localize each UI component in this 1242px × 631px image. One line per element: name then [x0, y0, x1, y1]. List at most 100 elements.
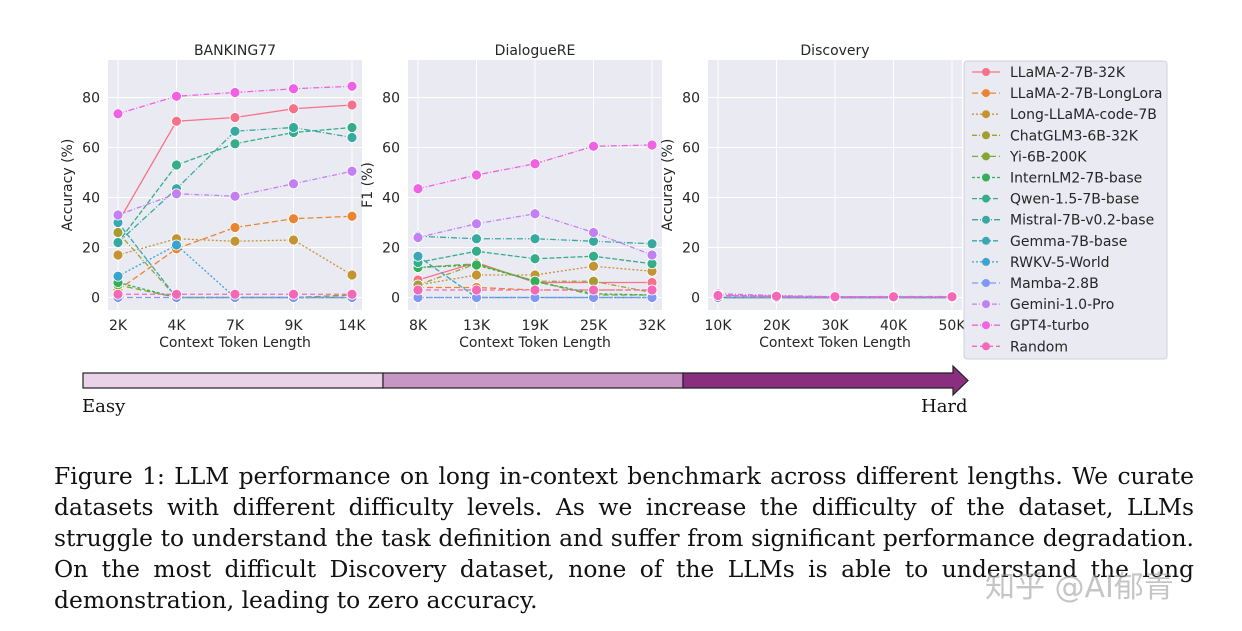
y-tick-label: 0	[391, 291, 400, 307]
legend-marker	[982, 321, 990, 330]
legend-marker	[982, 342, 990, 351]
data-point	[229, 288, 241, 300]
data-point	[412, 284, 424, 296]
difficulty-arrow-hard	[682, 364, 969, 397]
x-tick-label: 32K	[639, 318, 667, 334]
x-tick-label: 9K	[284, 318, 303, 334]
data-point	[171, 90, 182, 102]
series-line	[417, 235, 653, 245]
legend-label: Mamba-2.8B	[1010, 276, 1099, 292]
data-point	[229, 138, 241, 150]
data-point	[171, 188, 182, 200]
data-point	[529, 253, 541, 265]
series-line	[117, 126, 353, 243]
data-point	[229, 235, 241, 247]
y-tick-label: 20	[82, 241, 100, 257]
y-tick-label: 20	[382, 241, 400, 257]
legend-marker	[982, 300, 990, 309]
y-axis-label: Accuracy (%)	[660, 139, 676, 232]
data-point	[588, 260, 599, 272]
series-line	[717, 294, 952, 298]
data-point	[588, 250, 599, 262]
legend-label: InternLM2-7B-base	[1010, 171, 1142, 187]
legend-label: Gemma-7B-base	[1010, 234, 1127, 250]
data-point	[471, 218, 482, 230]
data-point	[171, 159, 182, 171]
data-point	[346, 210, 358, 222]
data-point	[471, 169, 482, 181]
y-tick-label: 80	[682, 91, 700, 107]
data-point	[646, 139, 658, 151]
data-point	[288, 83, 299, 95]
legend-label: Long-LLaMA-code-7B	[1010, 107, 1157, 123]
data-point	[471, 269, 482, 281]
data-point	[171, 288, 182, 300]
data-point	[171, 239, 182, 251]
data-point	[712, 290, 724, 301]
data-point	[412, 183, 424, 195]
data-point	[112, 227, 124, 238]
y-tick-label: 40	[682, 191, 700, 207]
y-tick-label: 80	[82, 91, 100, 107]
series-line	[417, 213, 653, 256]
data-point	[346, 80, 358, 92]
x-tick-label: 8K	[409, 318, 428, 334]
series-line	[117, 238, 353, 276]
legend-label: Qwen-1.5-7B-base	[1010, 192, 1139, 208]
data-point	[229, 87, 241, 98]
data-point	[471, 233, 482, 245]
x-tick-label: 14K	[339, 318, 367, 334]
x-tick-label: 30K	[822, 318, 850, 334]
x-tick-label: 25K	[580, 318, 608, 334]
y-tick-label: 60	[682, 141, 700, 157]
legend-label: Mistral-7B-v0.2-base	[1010, 213, 1154, 229]
data-point	[229, 190, 241, 202]
legend-box	[963, 60, 1168, 360]
data-point	[346, 122, 358, 133]
x-tick-label: 13K	[463, 318, 491, 334]
x-tick-label: 20K	[763, 318, 791, 334]
x-tick-label: 19K	[522, 318, 550, 334]
data-point	[529, 233, 541, 245]
legend-marker	[982, 173, 990, 182]
x-axis-label: Context Token Length	[159, 335, 311, 351]
data-point	[529, 158, 541, 170]
watermark: 知乎 @AI郁青	[985, 570, 1174, 605]
data-point	[588, 227, 599, 238]
data-point	[288, 213, 299, 225]
x-tick-label: 4K	[167, 318, 186, 334]
legend-label: LLaMA-2-7B-LongLora	[1010, 86, 1162, 102]
data-point	[588, 284, 599, 296]
data-point	[112, 108, 124, 120]
legend-marker	[982, 68, 990, 76]
legend-label: Gemini-1.0-Pro	[1010, 297, 1114, 313]
figure-caption: Figure 1: LLM performance on long in-con…	[54, 462, 1194, 614]
data-point	[646, 284, 658, 296]
data-point	[646, 249, 658, 261]
y-tick-label: 80	[382, 91, 400, 107]
data-point	[288, 288, 299, 300]
y-tick-label: 20	[682, 241, 700, 257]
legend-marker	[982, 110, 990, 119]
legend-label: ChatGLM3-6B-32K	[1010, 128, 1139, 144]
data-point	[288, 122, 299, 133]
chart-title: Discovery	[800, 43, 869, 59]
series-line	[117, 215, 353, 291]
data-point	[112, 270, 124, 282]
legend-marker	[982, 215, 990, 224]
y-tick-label: 0	[691, 291, 700, 307]
x-tick-label: 40K	[880, 318, 908, 334]
data-point	[229, 125, 241, 137]
data-point	[771, 290, 782, 302]
data-point	[471, 245, 482, 257]
data-point	[946, 291, 958, 303]
data-point	[829, 291, 841, 303]
legend-label: LLaMA-2-7B-32K	[1010, 65, 1126, 81]
data-point	[529, 208, 541, 220]
legend-label: RWKV-5-World	[1010, 255, 1110, 271]
y-axis-label: F1 (%)	[360, 162, 376, 208]
legend-marker	[982, 236, 990, 245]
data-point	[471, 284, 482, 296]
y-tick-label: 60	[82, 141, 100, 157]
